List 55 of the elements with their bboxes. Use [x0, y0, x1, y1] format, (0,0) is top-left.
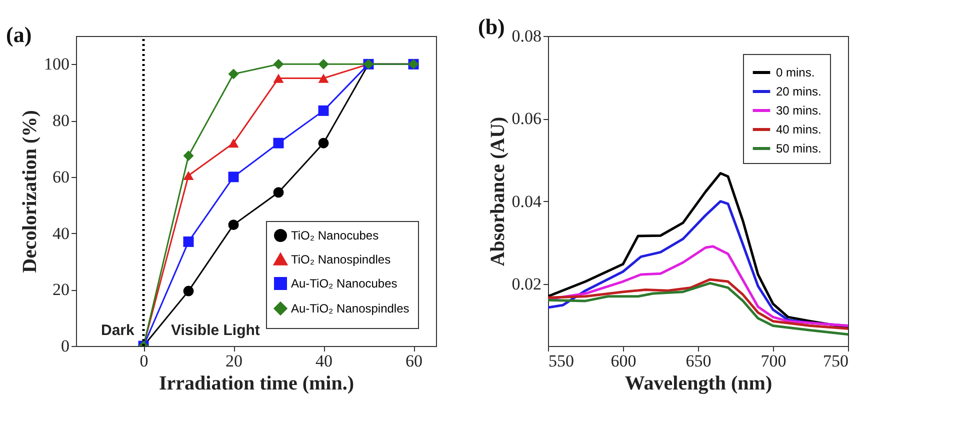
point	[228, 68, 239, 80]
x-tick-label: 20	[226, 352, 242, 370]
x-tick-label: 550	[548, 352, 574, 370]
y-tick-label: 60	[52, 167, 70, 186]
annotation: Visible Light	[171, 322, 260, 339]
legend-label: 40 mins.	[776, 122, 822, 136]
legend-label: 20 mins.	[776, 84, 822, 98]
chart-title: (a)	[6, 22, 32, 47]
x-tick-label: 0	[140, 352, 148, 370]
y-tick-label: 0.02	[512, 274, 542, 294]
y-axis-title: Absorbance (AU)	[486, 116, 509, 266]
x-tick-label: 600	[610, 352, 636, 370]
x-axis-title: Irradiation time (min.)	[159, 372, 354, 394]
point	[318, 105, 329, 116]
point	[273, 138, 284, 148]
legend-label: 50 mins.	[776, 142, 822, 156]
point	[318, 58, 329, 70]
point	[183, 236, 194, 247]
y-tick-label: 0.04	[512, 192, 542, 211]
point	[183, 170, 194, 180]
point	[273, 74, 284, 83]
legend-label: TiO₂ Nanospindles	[291, 252, 391, 266]
y-tick-label: 0.06	[512, 109, 542, 128]
y-tick-label: 20	[52, 280, 70, 300]
x-tick-label: 700	[760, 352, 786, 370]
y-tick-label: 0.08	[512, 26, 542, 46]
point	[228, 138, 239, 148]
point	[228, 172, 239, 182]
y-axis-title: Decolorization (%)	[19, 110, 41, 273]
legend-label: 30 mins.	[776, 104, 822, 118]
legend-label: TiO₂ Nanocubes	[291, 228, 379, 242]
line-series	[548, 282, 848, 336]
line-series	[548, 278, 848, 330]
x-tick-label: 60	[406, 352, 422, 370]
y-tick-label: 40	[52, 224, 70, 243]
point	[183, 150, 194, 162]
x-axis-title: Wavelength (nm)	[624, 372, 772, 394]
x-tick-label: 40	[316, 352, 332, 370]
legend-label: Au-TiO₂ Nanocubes	[291, 276, 398, 290]
y-tick-label: 100	[44, 54, 70, 74]
annotation: Dark	[101, 322, 136, 339]
x-tick-label: 750	[823, 352, 848, 370]
y-tick-label: 0	[61, 336, 70, 356]
x-tick-label: 650	[686, 352, 712, 370]
point	[318, 138, 329, 148]
y-tick-label: 80	[52, 111, 70, 130]
legend-label: Au-TiO₂ Nanospindles	[291, 302, 410, 316]
point	[273, 187, 284, 198]
line-series	[548, 172, 848, 329]
point	[318, 74, 329, 83]
point	[183, 286, 194, 296]
chart-title: (b)	[478, 14, 505, 39]
point	[228, 220, 239, 230]
legend-label: 0 mins.	[776, 66, 815, 80]
point	[273, 58, 284, 70]
